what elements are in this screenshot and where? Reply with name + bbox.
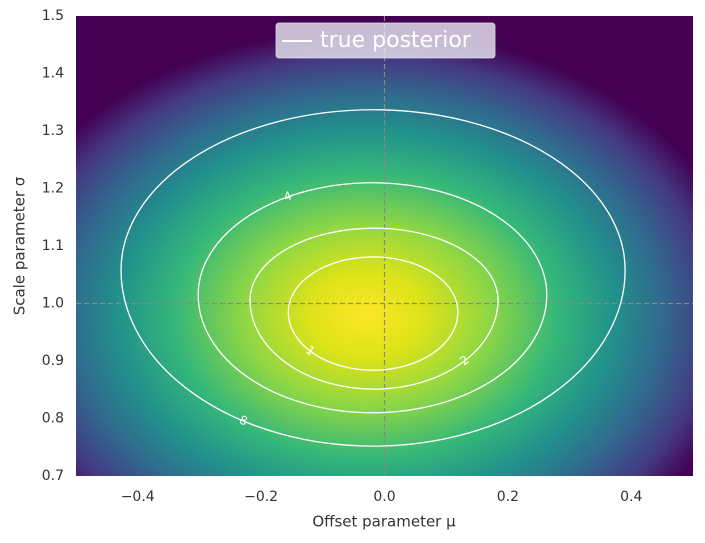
legend-box [275,22,496,59]
legend-label: true posterior [320,28,472,53]
y-tick-label: 1.5 [42,8,64,24]
x-tick-label: −0.4 [121,489,155,505]
y-tick-label: 1.4 [42,66,64,82]
contour-line [287,256,459,371]
x-axis-label: Offset parameter μ [312,513,456,531]
y-tick-label: 1.2 [42,181,64,197]
legend: true posterior [275,22,496,59]
x-tick-label: −0.2 [244,489,278,505]
contour-line [197,182,548,414]
x-tick-label: 0.4 [620,489,642,505]
y-tick-label: 1.0 [42,296,64,312]
contour-label: 4 [282,188,294,204]
y-tick-label: 0.9 [42,353,64,369]
heatmap [76,16,693,476]
y-tick-label: 1.1 [42,238,64,254]
x-tick-label: 0.2 [497,489,519,505]
contour-line [120,109,626,447]
y-tick-label: 1.3 [42,123,64,139]
x-tick-label: 0.0 [373,489,395,505]
y-tick-label: 0.8 [42,411,64,427]
contour-line [249,227,499,390]
y-axis-label: Scale parameter σ [11,176,29,315]
y-tick-label: 0.7 [42,468,64,484]
